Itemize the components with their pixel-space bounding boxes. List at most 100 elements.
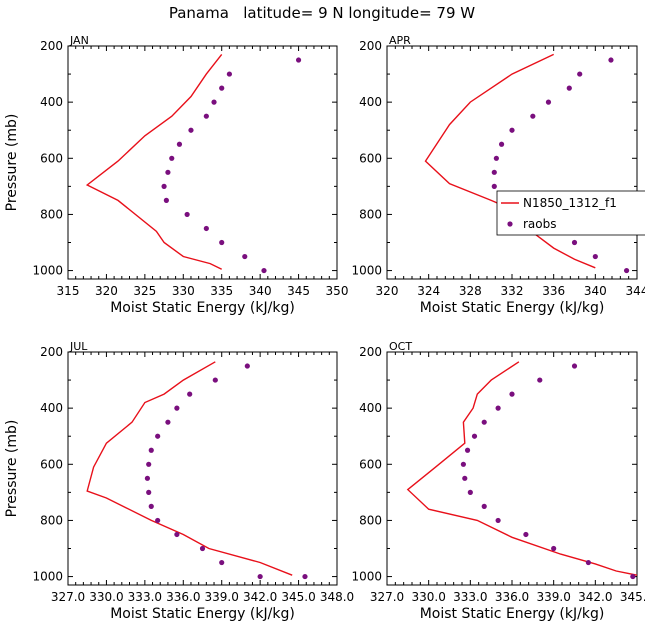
x-axis-label: Moist Static Energy (kJ/kg) bbox=[110, 300, 295, 316]
y-tick-label: 200 bbox=[40, 39, 63, 53]
y-tick-label: 200 bbox=[359, 39, 382, 53]
y-tick-label: 600 bbox=[359, 151, 382, 165]
obs-point bbox=[188, 127, 194, 133]
obs-point bbox=[163, 197, 169, 203]
y-tick-label: 1000 bbox=[351, 264, 382, 278]
figure-title: Panama latitude= 9 N longitude= 79 W bbox=[169, 4, 475, 22]
obs-point bbox=[148, 447, 154, 453]
y-tick-label: 400 bbox=[359, 401, 382, 415]
y-tick-label: 1000 bbox=[351, 570, 382, 584]
obs-point bbox=[630, 573, 636, 580]
plot-frame bbox=[386, 45, 638, 280]
obs-point bbox=[146, 461, 152, 467]
x-tick-label: 350 bbox=[326, 284, 349, 298]
y-tick-label: 800 bbox=[40, 513, 63, 527]
x-tick-label: 339.0 bbox=[205, 590, 239, 604]
x-tick-label: 342.0 bbox=[578, 590, 612, 604]
obs-point bbox=[571, 363, 578, 369]
panels: 315 320 325 330 335 340 345 350 200 400 600 800 1000… bbox=[4, 34, 645, 622]
x-axis-label: Moist Static Energy (kJ/kg) bbox=[420, 300, 605, 316]
x-tick-label: 315 bbox=[57, 284, 80, 298]
obs-point bbox=[537, 377, 543, 383]
obs-point bbox=[174, 405, 180, 411]
x-tick-label: 320 bbox=[376, 284, 399, 298]
legend-entry-model: N1850_1312_f1 bbox=[523, 196, 617, 210]
obs-point bbox=[493, 155, 499, 161]
x-tick-label: 333.0 bbox=[128, 590, 162, 604]
obs-point bbox=[608, 57, 614, 63]
obs-point bbox=[184, 211, 190, 218]
obs-point bbox=[523, 531, 529, 538]
obs-point bbox=[146, 489, 152, 495]
obs-point bbox=[242, 253, 248, 260]
plot-area bbox=[406, 361, 637, 580]
y-tick-label: 1000 bbox=[32, 264, 63, 278]
panel-label: JUL bbox=[69, 340, 88, 353]
x-tick-label: 320 bbox=[95, 284, 118, 298]
x-axis-label: Moist Static Energy (kJ/kg) bbox=[420, 606, 605, 622]
obs-point bbox=[545, 99, 552, 105]
panel-oct: 327.0 330.0 333.0 336.0 339.0 342.0 345.0 200 40… bbox=[351, 340, 645, 622]
obs-point bbox=[577, 71, 583, 77]
panel-label: APR bbox=[389, 34, 411, 47]
model-line bbox=[85, 53, 223, 270]
y-tick-label: 200 bbox=[40, 345, 63, 359]
model-line bbox=[424, 53, 596, 269]
y-tick-label: 600 bbox=[40, 151, 63, 165]
obs-point bbox=[623, 267, 630, 274]
x-tick-label: 330.0 bbox=[89, 590, 123, 604]
x-tick-label: 336 bbox=[542, 284, 565, 298]
y-tick-label: 600 bbox=[40, 457, 63, 471]
y-tick-label: 400 bbox=[359, 95, 382, 109]
x-tick-label: 336.0 bbox=[166, 590, 200, 604]
y-axis-label: Pressure (mb) bbox=[4, 114, 20, 212]
x-axis-label: Moist Static Energy (kJ/kg) bbox=[110, 606, 295, 622]
x-tick-label: 345 bbox=[287, 284, 310, 298]
panel-jan: 315 320 325 330 335 340 345 350 200 400 600 800 1000… bbox=[4, 34, 348, 316]
x-tick-label: 330 bbox=[172, 284, 195, 298]
plot-area bbox=[85, 53, 302, 274]
panel-jul: 327.0 330.0 333.0 336.0 339.0 342.0 345.0 348.0… bbox=[4, 340, 354, 622]
obs-point bbox=[155, 517, 161, 524]
y-tick-label: 400 bbox=[40, 95, 63, 109]
panel-apr: 320 324 328 332 336 340 344 200 400 600 800 1000 APR… bbox=[351, 34, 645, 316]
x-tick-label: 330.0 bbox=[411, 590, 445, 604]
obs-point bbox=[165, 169, 171, 175]
obs-point bbox=[144, 475, 151, 481]
y-tick-label: 600 bbox=[359, 457, 382, 471]
obs-point bbox=[495, 517, 501, 524]
obs-point bbox=[187, 391, 193, 397]
y-tick-label: 800 bbox=[359, 207, 382, 221]
x-tick-label: 325 bbox=[133, 284, 156, 298]
legend-marker-swatch bbox=[507, 221, 513, 227]
obs-point bbox=[148, 503, 154, 509]
obs-point bbox=[295, 57, 302, 63]
obs-point bbox=[460, 461, 466, 467]
obs-point bbox=[498, 141, 505, 147]
x-tick-label: 332 bbox=[501, 284, 524, 298]
obs-point bbox=[464, 447, 471, 453]
x-tick-label: 324 bbox=[417, 284, 440, 298]
obs-point bbox=[226, 71, 232, 77]
obs-point bbox=[491, 183, 497, 189]
obs-point bbox=[176, 141, 183, 147]
x-tick-label: 328 bbox=[459, 284, 482, 298]
obs-point bbox=[161, 183, 167, 189]
plot-frame bbox=[386, 351, 638, 586]
obs-point bbox=[261, 267, 267, 274]
obs-point bbox=[509, 127, 515, 133]
obs-point bbox=[212, 377, 218, 383]
x-tick-label: 327.0 bbox=[370, 590, 404, 604]
plot-area bbox=[424, 53, 630, 274]
obs-point bbox=[203, 225, 209, 232]
obs-point bbox=[491, 169, 497, 175]
obs-point bbox=[165, 419, 171, 425]
legend-box bbox=[496, 190, 645, 236]
obs-point bbox=[174, 531, 180, 538]
obs-point bbox=[169, 155, 175, 161]
x-tick-label: 344 bbox=[626, 284, 645, 298]
plot-frame bbox=[67, 351, 338, 586]
obs-point bbox=[467, 489, 473, 495]
plot-area bbox=[86, 361, 308, 580]
obs-point bbox=[509, 391, 515, 397]
